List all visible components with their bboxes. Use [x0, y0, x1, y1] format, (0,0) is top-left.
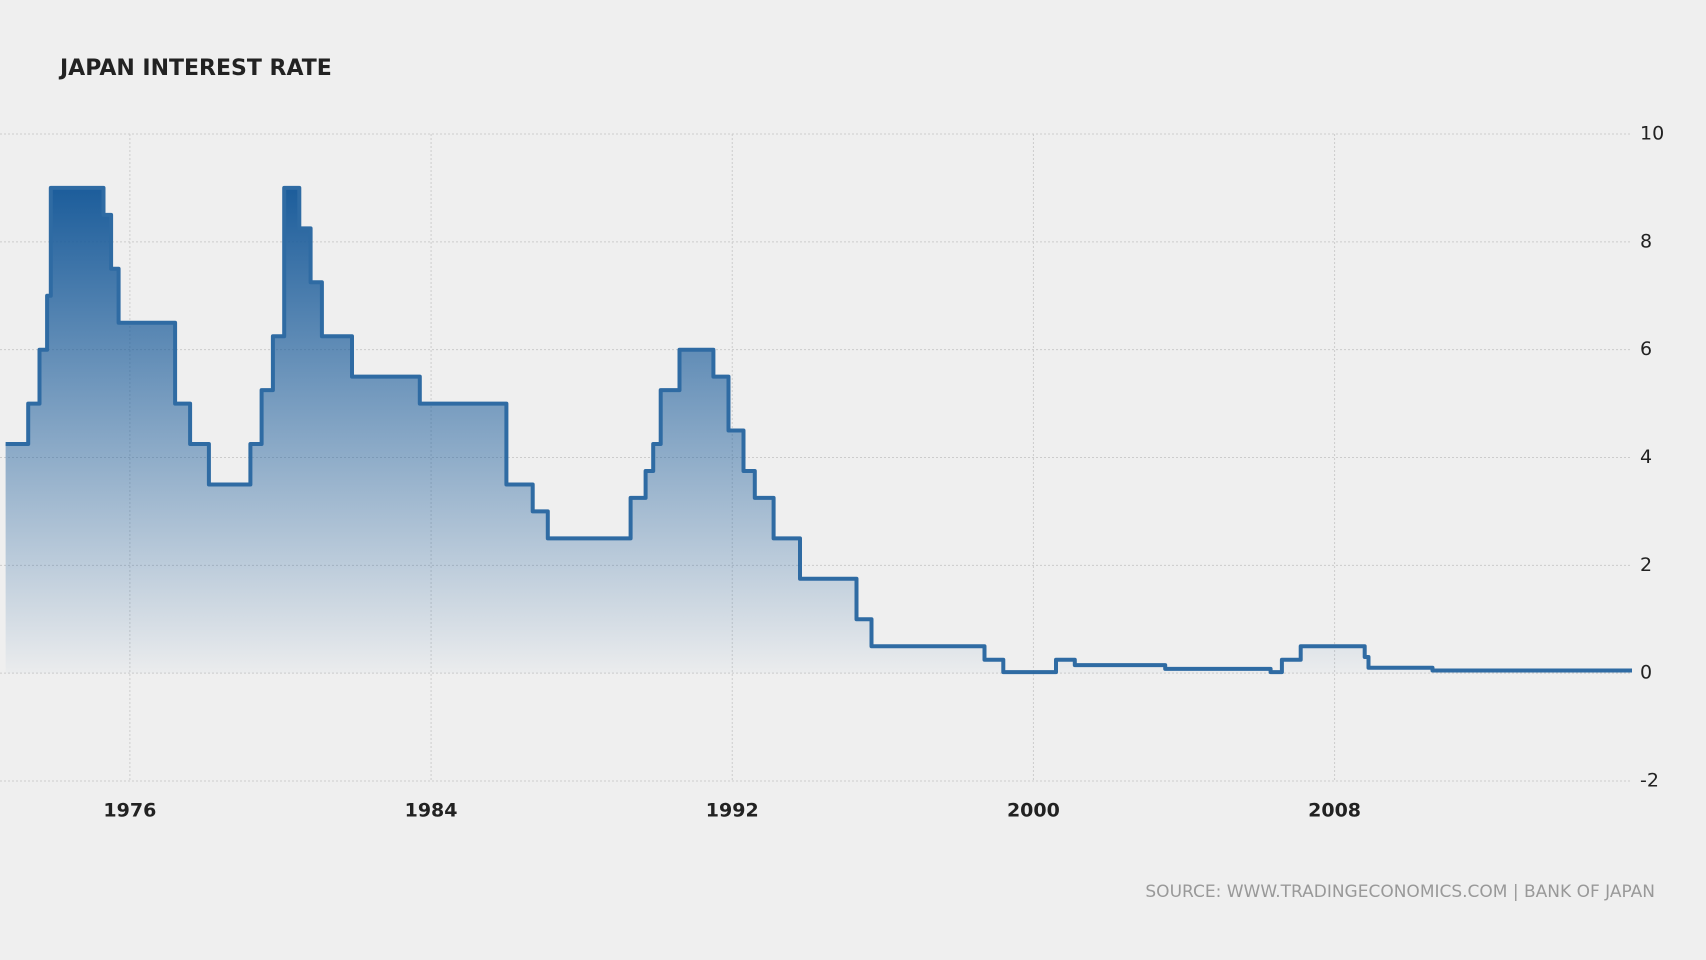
y-tick-label: 0: [1640, 662, 1652, 684]
x-tick-label: 2008: [1308, 800, 1361, 822]
area-fill: [5, 187, 1633, 674]
y-tick-label: 8: [1640, 230, 1652, 252]
chart-title: JAPAN INTEREST RATE: [58, 56, 332, 81]
y-tick-label: 2: [1640, 554, 1652, 576]
x-tick-label: 1976: [103, 800, 156, 822]
x-tick-label: 1992: [706, 800, 759, 822]
source: SOURCE: WWW.TRADINGECONOMICS.COM | BANK …: [1145, 882, 1655, 902]
y-tick-label: 6: [1640, 338, 1652, 360]
y-tick-label: -2: [1640, 770, 1659, 792]
y-tick-label: 4: [1640, 446, 1652, 468]
y-tick-label: 10: [1640, 123, 1664, 145]
line: [5, 185, 1632, 675]
x-tick-label: 2000: [1007, 800, 1060, 822]
x-tick-label: 1984: [405, 800, 458, 822]
